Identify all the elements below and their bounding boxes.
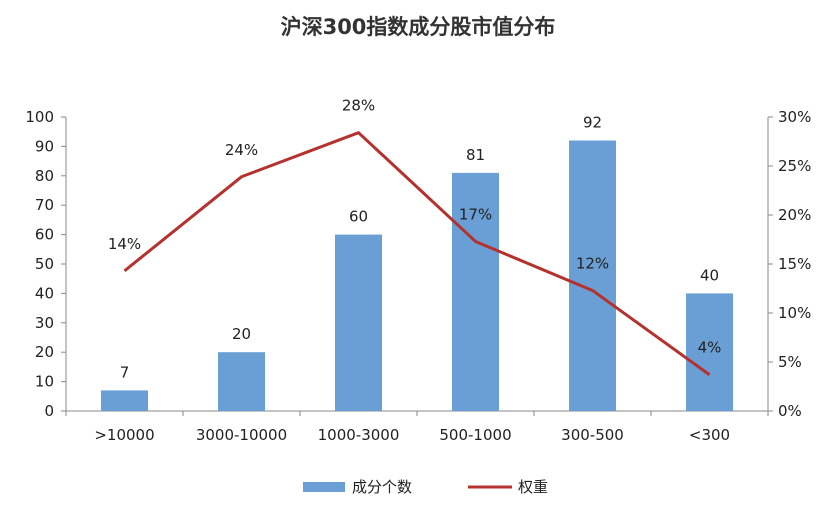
y-left-tick-label: 80 xyxy=(35,167,54,185)
y-right-tick-label: 25% xyxy=(778,157,811,175)
x-tick-label: 1000-3000 xyxy=(318,426,400,444)
line-data-label: 24% xyxy=(225,141,258,159)
y-right-tick-label: 15% xyxy=(778,255,811,273)
y-left-tick-label: 60 xyxy=(35,226,54,244)
y-left-tick-label: 30 xyxy=(35,314,54,332)
plot-area: 0 10 20 30 40 50 60 70 80 90 100 0% 5% 10% 15% 20% 25% 30… xyxy=(25,97,811,444)
chart-title: 沪深300指数成分股市值分布 xyxy=(281,15,556,39)
x-tick-label: 300-500 xyxy=(561,426,624,444)
line-data-label: 28% xyxy=(342,97,375,115)
y-left-tick-label: 90 xyxy=(35,137,54,155)
legend-label-line: 权重 xyxy=(518,478,548,496)
bar xyxy=(218,352,265,411)
x-tick-label: <300 xyxy=(689,426,730,444)
y-left-tick-label: 100 xyxy=(25,108,54,126)
bar-data-label: 7 xyxy=(120,363,130,381)
y-right-tick-label: 5% xyxy=(778,353,802,371)
bar xyxy=(569,140,616,411)
bar-data-label: 92 xyxy=(583,114,602,132)
y-left-tick-label: 10 xyxy=(35,373,54,391)
bar xyxy=(101,390,148,411)
y-right-tick-label: 10% xyxy=(778,304,811,322)
bar xyxy=(335,234,382,411)
x-tick-label: 500-1000 xyxy=(439,426,511,444)
y-right-tick-label: 30% xyxy=(778,108,811,126)
bar-data-label: 20 xyxy=(232,325,251,343)
x-tick-label: 3000-10000 xyxy=(196,426,287,444)
y-left-tick-label: 0 xyxy=(44,402,54,420)
weight-line xyxy=(123,131,711,376)
bar-data-label: 40 xyxy=(700,266,719,284)
y-left-tick-label: 70 xyxy=(35,196,54,214)
x-tick-label: >10000 xyxy=(94,426,154,444)
y-left-tick-label: 40 xyxy=(35,284,54,302)
y-left-tick-label: 50 xyxy=(35,255,54,273)
bar-data-label: 60 xyxy=(349,208,368,226)
legend-label-bar: 成分个数 xyxy=(352,478,412,496)
line-data-label: 17% xyxy=(459,205,492,223)
bar-data-label: 81 xyxy=(466,146,485,164)
line-data-label: 14% xyxy=(108,235,141,253)
y-right-tick-label: 20% xyxy=(778,206,811,224)
line-data-label: 4% xyxy=(698,339,722,357)
legend: 成分个数 权重 xyxy=(303,478,548,496)
y-left-tick-label: 20 xyxy=(35,343,54,361)
bar xyxy=(452,172,499,411)
y-right-tick-label: 0% xyxy=(778,402,802,420)
line-data-label: 12% xyxy=(576,254,609,272)
legend-swatch-bar xyxy=(303,482,345,492)
bar xyxy=(686,293,733,411)
